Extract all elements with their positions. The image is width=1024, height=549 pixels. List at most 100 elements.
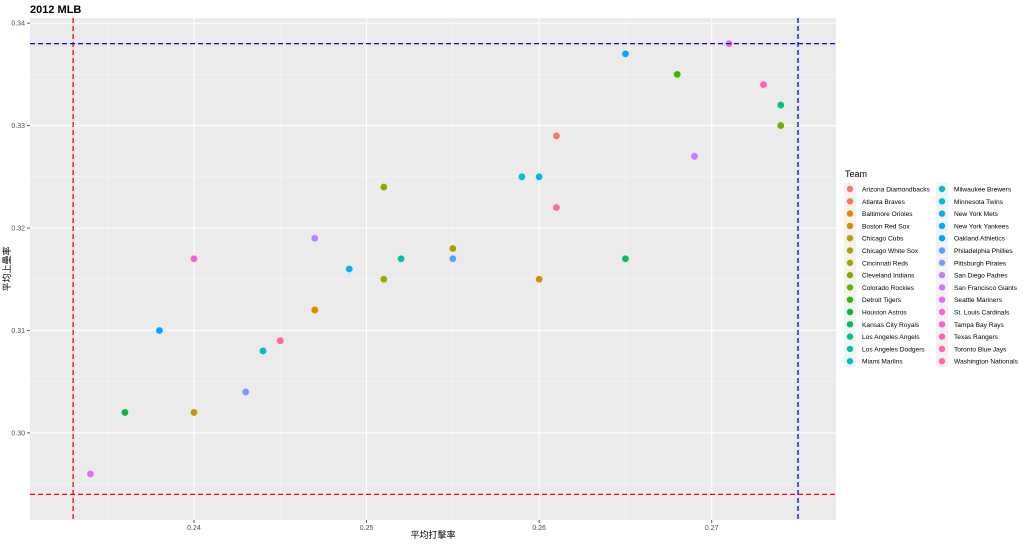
legend-label: Milwaukee Brewers (954, 187, 1012, 194)
data-point (622, 255, 629, 263)
legend-marker (938, 271, 946, 279)
data-point (190, 409, 198, 416)
legend-label: Kansas City Royals (862, 322, 920, 329)
legend-label: Boston Red Sox (862, 223, 910, 230)
data-point (345, 265, 353, 273)
y-axis-label: 平均上壘率 (1, 246, 12, 291)
legend-label: New York Yankees (954, 223, 1009, 230)
x-tick-label: 0.25 (360, 525, 374, 532)
chart-title: 2012 MLB (30, 4, 81, 16)
legend-marker (846, 198, 854, 205)
data-point (449, 245, 457, 252)
legend-label: San Francisco Giants (954, 285, 1018, 292)
legend-label: St. Louis Cardinals (954, 310, 1010, 317)
legend-marker (938, 296, 946, 303)
legend-title: Team (845, 169, 867, 179)
legend-label: Cincinnati Reds (862, 260, 909, 267)
data-point (777, 101, 785, 109)
legend-marker (846, 333, 854, 340)
legend-marker (938, 333, 946, 340)
data-point (156, 327, 163, 334)
legend-label: Oakland Athletics (954, 236, 1006, 243)
legend-marker (846, 345, 854, 353)
data-point (553, 132, 560, 140)
data-point (242, 388, 250, 396)
legend-marker (846, 358, 854, 365)
data-point (449, 255, 457, 263)
y-tick-label: 0.33 (11, 123, 25, 130)
legend-label: Chicago White Sox (862, 248, 919, 255)
legend-label: Atlanta Braves (862, 199, 906, 206)
legend-label: Detroit Tigers (862, 297, 902, 304)
data-point (311, 234, 319, 242)
legend-label: New York Mets (954, 211, 999, 218)
data-point (259, 347, 267, 355)
legend-label: Arizona Diamondbacks (862, 187, 931, 194)
legend-marker (938, 222, 946, 230)
data-point (760, 81, 767, 88)
y-axis: 0.30 0.31 0.32 0.33 0.34 (11, 21, 30, 437)
y-tick-label: 0.32 (11, 226, 25, 233)
legend-marker (938, 185, 946, 193)
data-point (311, 306, 319, 314)
y-tick-label: 0.31 (11, 328, 25, 335)
legend-marker (938, 198, 946, 205)
legend-label: Philadelphia Phillies (954, 248, 1013, 255)
data-point (397, 255, 405, 263)
x-tick-label: 0.24 (187, 525, 201, 532)
legend-label: Washington Nationals (954, 359, 1019, 366)
x-axis: 0.24 0.25 0.26 0.27 (187, 520, 719, 532)
data-point (673, 70, 681, 78)
data-point (276, 337, 284, 345)
x-tick-label: 0.26 (532, 525, 546, 532)
legend-label: Cleveland Indians (862, 273, 915, 280)
legend-label: Los Angeles Dodgers (862, 346, 925, 353)
legend-label: Pittsburgh Pirates (954, 260, 1007, 267)
legend-label: Chicago Cubs (862, 236, 904, 243)
legend-marker (938, 235, 946, 242)
data-point (190, 255, 198, 263)
legend-marker (846, 259, 854, 266)
data-point (691, 152, 698, 160)
data-points (87, 40, 785, 478)
legend-marker (938, 321, 946, 328)
legend-label: Baltimore Orioles (862, 211, 913, 218)
data-point (553, 204, 560, 211)
legend-marker (846, 284, 854, 291)
legend-label: Toronto Blue Jays (954, 346, 1007, 353)
legend-label: Los Angeles Angels (862, 334, 920, 341)
y-tick-label: 0.30 (11, 430, 25, 437)
data-point (622, 50, 629, 58)
legend-marker (938, 358, 946, 365)
legend: Arizona Diamondbacks Atlanta Braves Baltim… (844, 183, 1019, 368)
legend-label: Miami Marlins (862, 359, 903, 366)
legend-label: Seattle Mariners (954, 297, 1003, 304)
legend-label: Tampa Bay Rays (954, 322, 1005, 329)
legend-label: Houston Astros (862, 310, 907, 317)
data-point (535, 275, 543, 283)
legend-marker (846, 296, 854, 303)
legend-label: San Diego Padres (954, 273, 1008, 280)
legend-marker (846, 271, 854, 279)
data-point (380, 183, 388, 191)
legend-marker (938, 308, 946, 316)
data-point (535, 173, 543, 181)
legend-label: Colorado Rockies (862, 285, 915, 292)
plot-panel (30, 18, 836, 520)
legend-marker (938, 259, 946, 266)
legend-marker (938, 345, 946, 353)
data-point (777, 122, 785, 129)
data-point (380, 275, 388, 283)
grid-lines (30, 18, 836, 520)
legend-marker (938, 210, 946, 217)
legend-marker (846, 185, 854, 193)
legend-marker (846, 222, 854, 230)
legend-marker (846, 321, 854, 328)
reference-lines (30, 18, 836, 520)
y-tick-label: 0.34 (11, 21, 25, 28)
x-axis-label: 平均打擊率 (410, 529, 455, 540)
x-tick-label: 0.27 (705, 525, 719, 532)
data-point (121, 409, 129, 416)
